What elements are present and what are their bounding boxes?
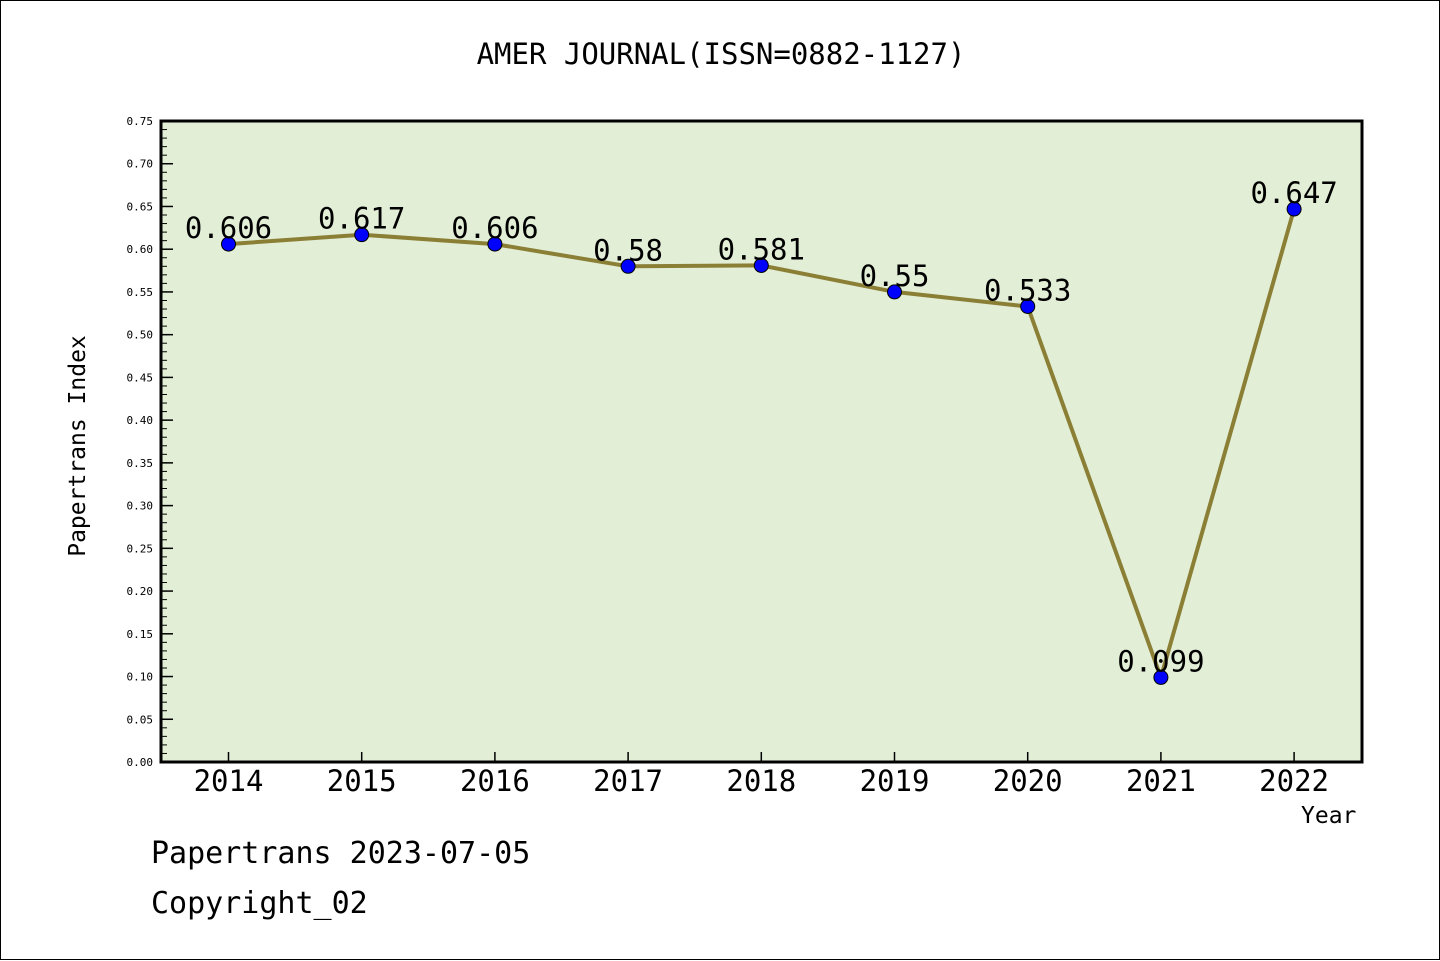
series-points [221,201,1302,685]
y-tick-label: 0.15 [127,628,154,641]
footer-date: Papertrans 2023-07-05 [151,836,531,871]
y-tick-label: 0.40 [127,414,154,427]
data-label: 0.581 [718,232,805,266]
chart-title: AMER JOURNAL(ISSN=0882-1127) [476,37,966,71]
data-point [887,284,902,300]
x-tick-labels: 2014 2015 2016 2017 2018 2019 2020 2021 2022 [194,764,1329,798]
data-point [487,236,503,252]
data-label: 0.606 [185,211,272,245]
data-point [753,257,769,273]
y-tick-label: 0.50 [127,329,154,342]
footer-copyright: Copyright_02 [151,886,368,921]
y-tick-label: 0.65 [127,200,154,213]
y-tick-labels: 0.00 0.05 0.10 0.15 0.20 0.25 0.30 0.35 0.40 0.45… [127,115,154,769]
y-tick-label: 0.30 [127,500,154,513]
data-point [354,227,370,243]
x-tick-label: 2021 [1126,764,1196,798]
data-label: 0.58 [593,233,663,267]
x-tick-label: 2015 [327,764,397,798]
y-axis-label: Papertrans Index [65,335,91,557]
x-tick-label: 2018 [726,764,796,798]
y-tick-label: 0.20 [127,585,154,598]
data-labels: 0.606 0.617 0.606 0.58 0.581 0.55 0.533 0.099 0.… [185,176,1338,678]
data-label: 0.606 [451,211,538,245]
data-point [1020,298,1036,314]
x-tick-label: 2020 [993,764,1063,798]
data-label: 0.099 [1117,644,1204,678]
x-tick-label: 2014 [194,764,264,798]
y-tick-label: 0.35 [127,457,154,470]
y-tick-label: 0.75 [127,115,154,128]
y-tick-label: 0.45 [127,371,154,384]
data-label: 0.533 [984,273,1071,307]
x-tick-label: 2017 [593,764,663,798]
x-ticks [227,752,1295,762]
x-tick-label: 2022 [1259,764,1329,798]
data-label: 0.55 [860,259,930,293]
y-tick-label: 0.10 [127,671,154,684]
y-tick-label: 0.25 [127,542,154,555]
data-point [221,236,236,252]
data-point [620,258,636,274]
x-axis-label: Year [1301,803,1357,829]
data-label: 0.647 [1250,176,1337,210]
y-tick-label: 0.55 [127,286,154,299]
y-tick-label: 0.00 [127,756,154,769]
y-tick-label: 0.60 [127,243,154,256]
y-tick-label: 0.05 [127,713,154,726]
plot-border [159,119,1364,764]
x-tick-label: 2016 [460,764,530,798]
x-tick-label: 2019 [860,764,930,798]
data-point [1286,201,1302,217]
data-label: 0.617 [318,202,405,236]
y-tick-label: 0.70 [127,158,154,171]
data-point [1153,669,1169,685]
